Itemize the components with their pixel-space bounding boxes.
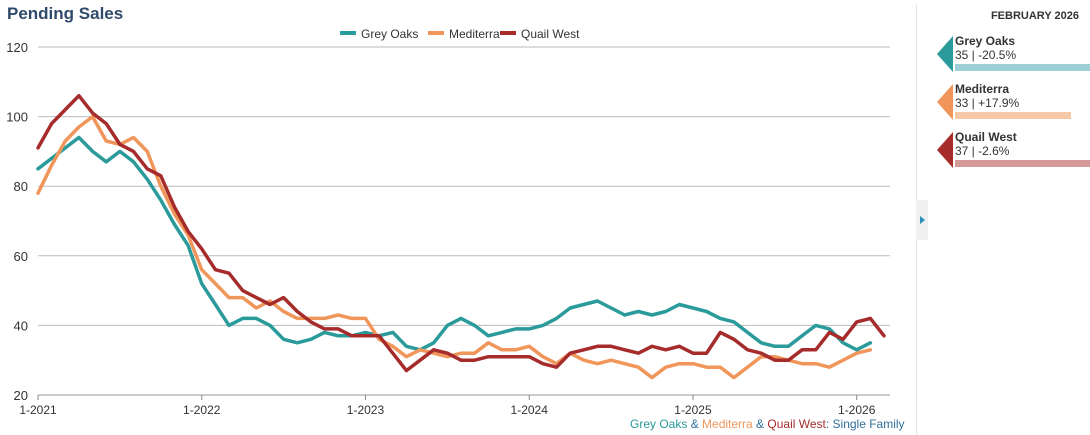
series-line-grey-oaks — [36, 135, 873, 352]
y-tick-label: 60 — [14, 249, 28, 264]
x-axis: 1-2021 1-2022 1-2023 1-2024 1-2025 1-2026 — [19, 395, 876, 417]
x-tick-label: 1-2025 — [674, 403, 712, 417]
card-quail-west[interactable]: Quail West 37 | -2.6% — [937, 130, 1090, 172]
panel-toggle-button[interactable] — [916, 200, 928, 240]
x-tick-label: 1-2022 — [183, 403, 221, 417]
card-bar — [955, 112, 1071, 119]
card-stat: 33 | +17.9% — [955, 96, 1020, 110]
card-stat: 35 | -20.5% — [955, 48, 1017, 62]
card-name: Mediterra — [955, 82, 1010, 96]
caption-part: & — [687, 417, 703, 431]
legend-label: Grey Oaks — [361, 27, 418, 41]
panel-month: FEBRUARY 2026 — [990, 10, 1079, 22]
card-pointer-icon — [937, 36, 953, 72]
card-stat: 37 | -2.6% — [955, 144, 1010, 158]
card-bar — [955, 160, 1090, 167]
x-tick-label: 1-2024 — [511, 403, 549, 417]
series-lines — [36, 93, 886, 380]
card-pointer-icon — [937, 132, 953, 168]
y-tick-label: 120 — [6, 40, 28, 55]
y-tick-label: 100 — [6, 110, 28, 125]
card-pointer-icon — [937, 84, 953, 120]
caption-part: Mediterra — [702, 417, 753, 431]
card-bar — [955, 64, 1090, 71]
chart-title: Pending Sales — [7, 4, 124, 23]
x-tick-label: 1-2021 — [19, 403, 57, 417]
caption-part: & — [752, 417, 768, 431]
card-grey-oaks[interactable]: Grey Oaks 35 | -20.5% — [937, 34, 1090, 76]
series-line-quail-west — [36, 93, 886, 373]
summary-panel: FEBRUARY 2026 Grey Oaks 35 | -20.5% Medi… — [916, 4, 1090, 435]
legend-label: Mediterra — [449, 27, 500, 41]
gridlines — [38, 46, 890, 396]
card-mediterra[interactable]: Mediterra 33 | +17.9% — [937, 82, 1090, 124]
caption-part: Quail West — [767, 417, 826, 431]
legend: Grey Oaks Mediterra Quail West — [340, 27, 580, 41]
card-name: Quail West — [955, 130, 1017, 144]
chevron-right-icon — [920, 216, 925, 224]
y-axis: 20 40 60 80 100 120 — [6, 40, 28, 403]
x-tick-label: 1-2023 — [347, 403, 385, 417]
caption-part: : Single Family — [825, 417, 905, 431]
y-tick-label: 80 — [14, 179, 28, 194]
card-name: Grey Oaks — [955, 34, 1016, 48]
series-line-mediterra — [36, 114, 873, 380]
y-tick-label: 20 — [14, 388, 28, 403]
caption-part: Grey Oaks — [630, 417, 688, 431]
x-tick-label: 1-2026 — [838, 403, 876, 417]
chart-caption: Grey Oaks & Mediterra & Quail West: Sing… — [630, 417, 905, 431]
legend-label: Quail West — [521, 27, 580, 41]
y-tick-label: 40 — [14, 318, 28, 333]
